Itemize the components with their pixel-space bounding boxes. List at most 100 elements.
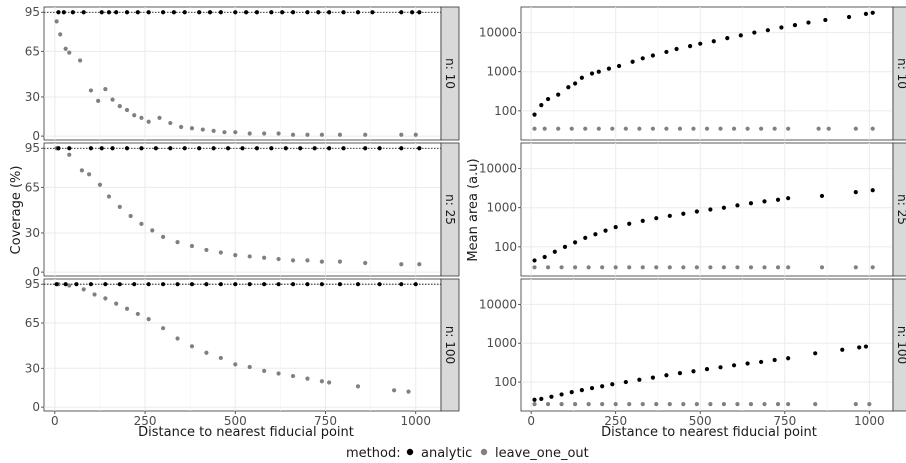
analytic-point — [694, 209, 699, 214]
facet-strip-label: n: 25 — [443, 194, 457, 225]
analytic-point — [341, 146, 346, 151]
leave_one_out-point — [233, 362, 238, 367]
analytic-point — [262, 282, 267, 287]
x-tick-label: 1000 — [400, 414, 431, 428]
leave_one_out-point — [337, 132, 343, 137]
leave_one_out-point — [816, 126, 821, 131]
analytic-point — [377, 146, 382, 151]
leave_one_out-point — [189, 126, 195, 131]
analytic-point — [316, 10, 321, 15]
leave_one_out-point — [139, 115, 144, 120]
leave_one_out-point — [853, 265, 858, 270]
leave_one_out-point — [54, 19, 59, 24]
analytic-point — [225, 146, 231, 151]
leave_one_out-point — [77, 58, 83, 63]
leave_one_out-point — [613, 265, 618, 270]
leave_one_out-point — [573, 265, 578, 270]
leave_one_out-point — [532, 265, 537, 270]
facet-strip — [892, 6, 906, 141]
leave_one_out-point — [694, 265, 699, 270]
leave_one_out-point — [399, 262, 404, 267]
analytic-point — [792, 23, 798, 28]
leave_one_out-point — [600, 265, 605, 270]
leave_one_out-point — [233, 253, 238, 258]
leave_one_out-point — [117, 204, 122, 209]
analytic-point — [566, 85, 571, 90]
analytic-point — [233, 282, 238, 287]
leave_one_out-point — [681, 402, 686, 407]
leave_one_out-point — [262, 255, 267, 260]
analytic-point — [721, 205, 727, 210]
analytic-point — [305, 10, 310, 15]
analytic-point — [56, 10, 61, 15]
leave_one_out-point — [786, 265, 791, 270]
analytic-point — [124, 10, 130, 15]
analytic-point — [637, 377, 642, 382]
analytic-point — [863, 11, 869, 16]
leave_one_out-point — [545, 402, 551, 407]
leave_one_out-point — [586, 265, 591, 270]
leave_one_out-point — [532, 126, 537, 131]
x-tick-label: 0 — [51, 414, 59, 428]
analytic-point — [556, 92, 561, 97]
legend-title: method: — [346, 446, 401, 461]
analytic-point — [341, 10, 346, 15]
analytic-point — [579, 388, 584, 393]
analytic-point — [56, 146, 61, 151]
y-tick-label: 10000 — [479, 26, 517, 40]
leave_one_out-point — [218, 250, 223, 255]
leave_one_out-point — [319, 379, 324, 384]
leave_one_out-point — [363, 260, 368, 266]
analytic-point — [153, 146, 158, 151]
leave_one_out-point — [542, 126, 547, 131]
analytic-point — [765, 28, 770, 33]
leave_one_out-point — [305, 376, 310, 381]
leave_one_out-point — [731, 126, 737, 131]
y-tick-label: 65 — [25, 44, 40, 58]
leave_one_out-point — [128, 213, 133, 219]
analytic-point — [613, 224, 618, 230]
analytic-point — [708, 207, 713, 212]
leave_one_out-point — [146, 317, 151, 322]
leave_one_out-point — [157, 115, 162, 120]
analytic-point — [244, 10, 249, 15]
analytic-point — [819, 193, 825, 199]
leave_one_out-point — [79, 168, 84, 173]
panel-background — [43, 278, 442, 412]
leave_one_out-point — [627, 402, 632, 407]
analytic-point — [207, 10, 213, 15]
analytic-point — [640, 56, 645, 61]
leave_one_out-point — [708, 402, 713, 407]
analytic-point — [677, 371, 683, 376]
leave_one_out-point — [247, 364, 252, 370]
leave_one_out-point — [276, 256, 281, 262]
facet-strip-label: n: 10 — [895, 58, 906, 89]
analytic-point — [748, 201, 754, 206]
analytic-point — [630, 59, 635, 64]
analytic-point — [290, 282, 296, 287]
legend-key-leave-one-out — [480, 448, 488, 456]
analytic-point — [606, 66, 612, 71]
analytic-point — [823, 17, 828, 23]
leave_one_out-point — [721, 402, 727, 407]
analytic-point — [204, 282, 209, 287]
leave_one_out-point — [92, 292, 97, 297]
leave_one_out-point — [276, 131, 281, 136]
analytic-point — [88, 282, 94, 287]
y-tick-label: 30 — [25, 226, 40, 240]
y-tick-label: 65 — [25, 180, 40, 194]
leave_one_out-point — [573, 402, 578, 407]
analytic-point — [70, 10, 75, 15]
leave_one_out-point — [867, 402, 872, 407]
leave_one_out-point — [81, 287, 86, 292]
leave_one_out-point — [654, 402, 659, 407]
panel-background — [43, 142, 442, 277]
leave_one_out-point — [189, 243, 195, 249]
panel-background — [520, 6, 894, 141]
analytic-point — [532, 397, 537, 402]
analytic-point — [573, 240, 578, 245]
leave_one_out-point — [586, 402, 591, 407]
analytic-point — [569, 390, 574, 395]
leave_one_out-point — [67, 50, 72, 55]
analytic-point — [161, 282, 166, 287]
